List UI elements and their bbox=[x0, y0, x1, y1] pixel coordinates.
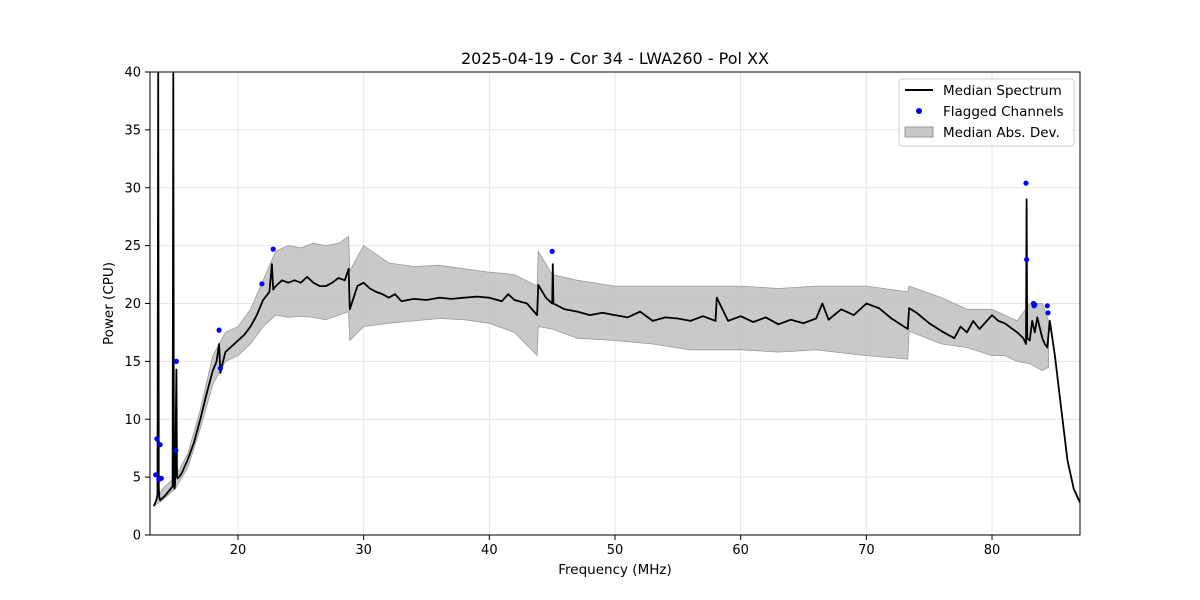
y-tick-label: 10 bbox=[124, 413, 141, 428]
legend-label-flagged-channels: Flagged Channels bbox=[943, 104, 1064, 120]
flagged-channel-point bbox=[158, 475, 164, 481]
y-tick-label: 0 bbox=[133, 529, 141, 544]
x-tick-label: 40 bbox=[481, 543, 498, 558]
x-axis-label: Frequency (MHz) bbox=[558, 562, 671, 578]
legend-label-median-abs-dev: Median Abs. Dev. bbox=[943, 125, 1060, 141]
plot-area: 20 30 40 50 60 70 80 0 5 10 15 20 25 30 35 40 bbox=[124, 66, 1081, 558]
x-tick-label: 70 bbox=[858, 543, 875, 558]
flagged-channel-point bbox=[157, 442, 163, 448]
x-tick-label: 30 bbox=[355, 543, 372, 558]
y-tick-label: 40 bbox=[124, 66, 141, 81]
flagged-channel-point bbox=[259, 281, 265, 287]
flagged-channel-point bbox=[153, 472, 159, 478]
median-spectrum-line bbox=[152, 72, 1080, 507]
y-tick-label: 35 bbox=[124, 123, 141, 138]
flagged-channel-point bbox=[1024, 256, 1030, 263]
flagged-channel-point bbox=[216, 327, 222, 333]
y-tick-label: 15 bbox=[124, 355, 141, 370]
y-tick-label: 30 bbox=[124, 181, 141, 196]
legend-box bbox=[898, 78, 1075, 147]
flagged-channel-point bbox=[217, 365, 223, 371]
flagged-channel-point bbox=[1032, 302, 1038, 308]
flagged-channel-point bbox=[1023, 180, 1029, 186]
flagged-channel-point bbox=[154, 436, 160, 442]
mad-band bbox=[152, 235, 1049, 508]
legend-marker-flagged-channels bbox=[916, 108, 922, 114]
legend-label-median-spectrum: Median Spectrum bbox=[943, 83, 1062, 99]
flagged-channel-point bbox=[173, 447, 179, 454]
chart-legend: Median Spectrum Flagged Channels Median … bbox=[898, 78, 1075, 147]
x-tick-label: 80 bbox=[984, 543, 1001, 558]
flagged-channel-point bbox=[1045, 310, 1051, 316]
flagged-channel-point bbox=[270, 246, 276, 252]
plot-series-group bbox=[152, 72, 1080, 508]
flagged-channel-point bbox=[1044, 303, 1050, 309]
y-tick-label: 20 bbox=[124, 297, 141, 312]
x-tick-label: 60 bbox=[732, 543, 749, 558]
flagged-channel-point bbox=[173, 358, 179, 364]
y-tick-label: 25 bbox=[124, 239, 141, 254]
y-tick-label: 5 bbox=[133, 471, 141, 486]
x-tick-label: 20 bbox=[230, 543, 247, 558]
flagged-channel-point bbox=[549, 248, 555, 254]
legend-patch-median-abs-dev bbox=[904, 126, 934, 138]
x-tick-label: 50 bbox=[607, 543, 624, 558]
y-axis-label: Power (CPU) bbox=[101, 262, 117, 345]
chart-title: 2025-04-19 - Cor 34 - LWA260 - Pol XX bbox=[461, 49, 769, 68]
